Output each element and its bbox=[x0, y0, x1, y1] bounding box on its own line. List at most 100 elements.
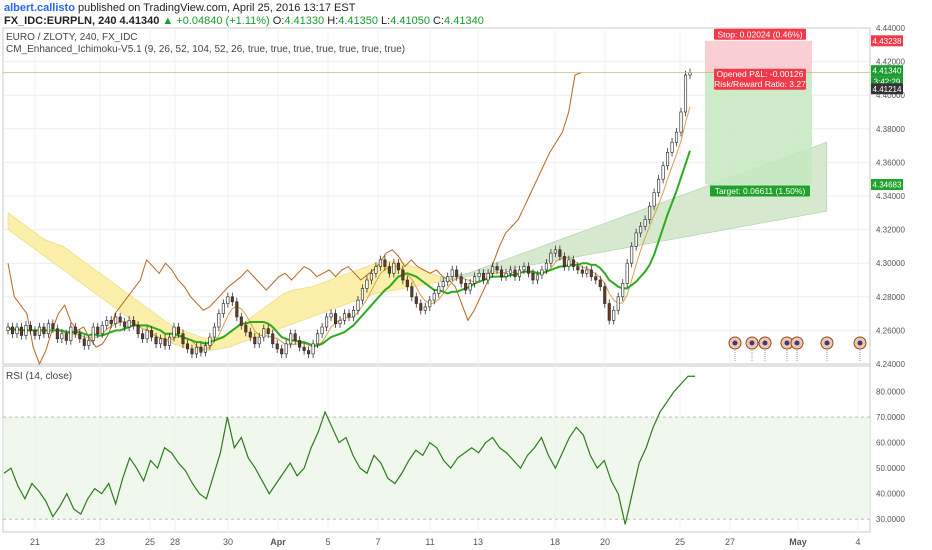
candle-body[interactable] bbox=[145, 330, 149, 340]
candle-body[interactable] bbox=[571, 259, 575, 267]
candle-body[interactable] bbox=[491, 266, 495, 274]
candle-body[interactable] bbox=[670, 141, 674, 153]
candle-body[interactable] bbox=[401, 269, 405, 281]
candle-body[interactable] bbox=[87, 340, 91, 346]
candle-body[interactable] bbox=[167, 336, 172, 346]
candle-body[interactable] bbox=[405, 279, 409, 288]
candle-body[interactable] bbox=[365, 279, 369, 289]
candle-body[interactable] bbox=[176, 326, 181, 335]
candle-body[interactable] bbox=[446, 276, 450, 282]
candle-body[interactable] bbox=[549, 252, 553, 264]
candle-body[interactable] bbox=[423, 306, 427, 311]
candle-body[interactable] bbox=[531, 272, 535, 281]
candle-body[interactable] bbox=[652, 192, 656, 207]
candle-body[interactable] bbox=[410, 286, 414, 298]
candle-body[interactable] bbox=[91, 326, 95, 341]
candle-body[interactable] bbox=[109, 320, 113, 324]
candle-body[interactable] bbox=[414, 296, 418, 304]
candle-body[interactable] bbox=[325, 316, 329, 328]
candle-body[interactable] bbox=[136, 325, 140, 335]
rsi-legend[interactable]: RSI (14, close) bbox=[6, 371, 73, 382]
candle-body[interactable] bbox=[329, 313, 333, 318]
stop-loss-zone[interactable] bbox=[705, 40, 812, 73]
candle-body[interactable] bbox=[271, 333, 275, 345]
candle-body[interactable] bbox=[589, 269, 593, 277]
candle-body[interactable] bbox=[459, 276, 463, 284]
candle-body[interactable] bbox=[302, 346, 306, 351]
candle-body[interactable] bbox=[127, 320, 131, 328]
candle-body[interactable] bbox=[253, 336, 257, 345]
candle-body[interactable] bbox=[508, 269, 513, 274]
candle-body[interactable] bbox=[347, 313, 351, 318]
candle-body[interactable] bbox=[105, 320, 109, 326]
candle-body[interactable] bbox=[504, 272, 508, 277]
candle-body[interactable] bbox=[320, 326, 324, 335]
candle-body[interactable] bbox=[419, 303, 423, 311]
candle-body[interactable] bbox=[37, 326, 41, 336]
candle-body[interactable] bbox=[625, 262, 629, 284]
candle-body[interactable] bbox=[594, 276, 598, 281]
candle-body[interactable] bbox=[248, 331, 252, 338]
candle-body[interactable] bbox=[280, 348, 284, 355]
candle-body[interactable] bbox=[78, 333, 82, 340]
candle-body[interactable] bbox=[450, 269, 454, 277]
candle-body[interactable] bbox=[19, 326, 23, 336]
candle-body[interactable] bbox=[33, 330, 37, 336]
candle-body[interactable] bbox=[657, 178, 661, 193]
candle-body[interactable] bbox=[266, 328, 270, 335]
candle-body[interactable] bbox=[60, 333, 64, 340]
candle-body[interactable] bbox=[172, 326, 176, 338]
candle-body[interactable] bbox=[387, 266, 391, 274]
candle-body[interactable] bbox=[580, 269, 584, 274]
candle-body[interactable] bbox=[100, 325, 104, 335]
author-link[interactable]: albert.callisto bbox=[4, 2, 75, 14]
candle-body[interactable] bbox=[666, 152, 670, 167]
candle-body[interactable] bbox=[154, 336, 158, 345]
candle-body[interactable] bbox=[455, 269, 459, 277]
candle-body[interactable] bbox=[123, 321, 127, 328]
candle-body[interactable] bbox=[437, 286, 441, 294]
candle-body[interactable] bbox=[432, 293, 436, 301]
candle-body[interactable] bbox=[284, 343, 288, 355]
candle-body[interactable] bbox=[208, 336, 212, 346]
candle-body[interactable] bbox=[441, 281, 445, 288]
candle-body[interactable] bbox=[351, 309, 356, 318]
candle-body[interactable] bbox=[311, 343, 315, 355]
candle-body[interactable] bbox=[535, 274, 539, 281]
candle-body[interactable] bbox=[114, 316, 118, 324]
candle-body[interactable] bbox=[275, 343, 279, 350]
candle-body[interactable] bbox=[46, 323, 50, 335]
candle-body[interactable] bbox=[558, 249, 562, 257]
candle-body[interactable] bbox=[356, 299, 360, 311]
candle-body[interactable] bbox=[517, 269, 522, 277]
candle-body[interactable] bbox=[468, 283, 472, 291]
candle-body[interactable] bbox=[338, 320, 342, 324]
candle-body[interactable] bbox=[643, 219, 647, 227]
candle-body[interactable] bbox=[221, 303, 225, 314]
candle-body[interactable] bbox=[257, 336, 261, 345]
candle-body[interactable] bbox=[495, 266, 499, 271]
candle-body[interactable] bbox=[55, 328, 59, 340]
candle-body[interactable] bbox=[244, 325, 248, 333]
candle-body[interactable] bbox=[679, 111, 683, 133]
candle-body[interactable] bbox=[378, 259, 382, 267]
candle-body[interactable] bbox=[239, 316, 243, 326]
candle-body[interactable] bbox=[293, 333, 297, 341]
candle-body[interactable] bbox=[64, 333, 68, 341]
candle-body[interactable] bbox=[576, 266, 580, 271]
candle-body[interactable] bbox=[369, 272, 373, 281]
candle-body[interactable] bbox=[621, 283, 625, 298]
candle-body[interactable] bbox=[342, 313, 347, 321]
candle-body[interactable] bbox=[522, 266, 526, 271]
rsi-pane[interactable]: 80.0000 70.0000 60.0000 50.0000 40.0000 30.00… bbox=[2, 365, 905, 533]
candle-body[interactable] bbox=[226, 296, 230, 304]
candle-body[interactable] bbox=[428, 299, 432, 308]
candle-body[interactable] bbox=[190, 348, 194, 355]
candle-body[interactable] bbox=[141, 333, 145, 340]
candle-body[interactable] bbox=[603, 286, 607, 304]
candle-body[interactable] bbox=[374, 266, 378, 274]
candle-body[interactable] bbox=[383, 259, 387, 267]
candle-body[interactable] bbox=[630, 246, 634, 264]
candle-body[interactable] bbox=[289, 333, 293, 345]
candle-body[interactable] bbox=[118, 316, 122, 323]
